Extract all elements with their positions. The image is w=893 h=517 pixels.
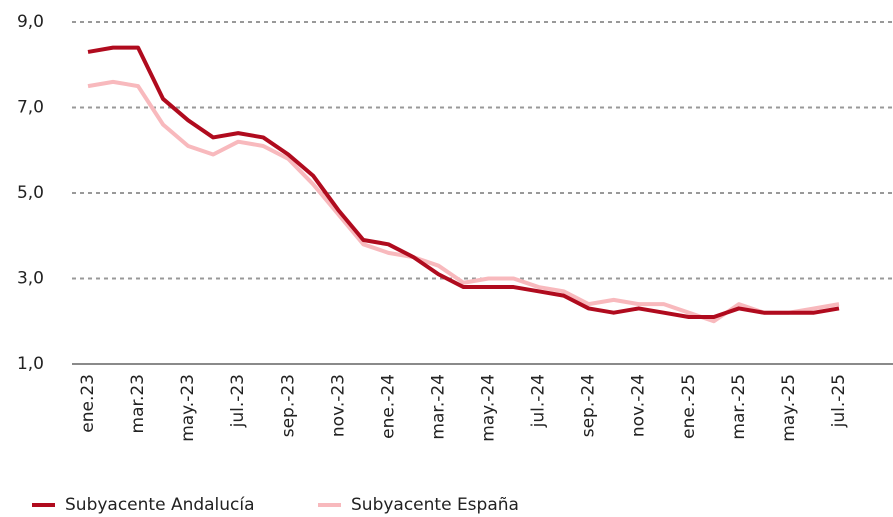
x-tick-label: jul.-25 xyxy=(829,374,849,428)
legend-label: Subyacente España xyxy=(351,495,519,515)
x-tick-label: may.-23 xyxy=(178,374,198,442)
x-tick-label: nov.-23 xyxy=(328,374,348,437)
x-tick-label: may.-25 xyxy=(779,374,799,442)
x-tick-label: jul.-24 xyxy=(529,374,549,428)
y-tick-label: 3,0 xyxy=(17,269,44,289)
y-tick-label: 1,0 xyxy=(17,354,44,374)
y-tick-label: 5,0 xyxy=(17,183,44,203)
x-tick-label: may.-24 xyxy=(479,374,499,442)
line-series xyxy=(87,79,840,324)
legend-label: Subyacente Andalucía xyxy=(65,495,255,515)
y-tick-label: 9,0 xyxy=(17,12,44,32)
x-tick-label: mar.-24 xyxy=(428,374,448,440)
x-tick-label: mar.23 xyxy=(128,374,148,433)
x-tick-label: nov.-24 xyxy=(629,374,649,437)
x-tick-label: ene.-24 xyxy=(378,374,398,439)
x-tick-label: ene.23 xyxy=(78,374,98,433)
x-tick-label: ene.-25 xyxy=(679,374,699,439)
x-tick-label: sep.-24 xyxy=(579,374,599,437)
x-tick-label: sep.-23 xyxy=(278,374,298,437)
x-tick-label: jul.-23 xyxy=(228,374,248,428)
y-tick-label: 7,0 xyxy=(17,98,44,118)
x-tick-label: mar.-25 xyxy=(729,374,749,440)
line-series xyxy=(87,45,840,319)
